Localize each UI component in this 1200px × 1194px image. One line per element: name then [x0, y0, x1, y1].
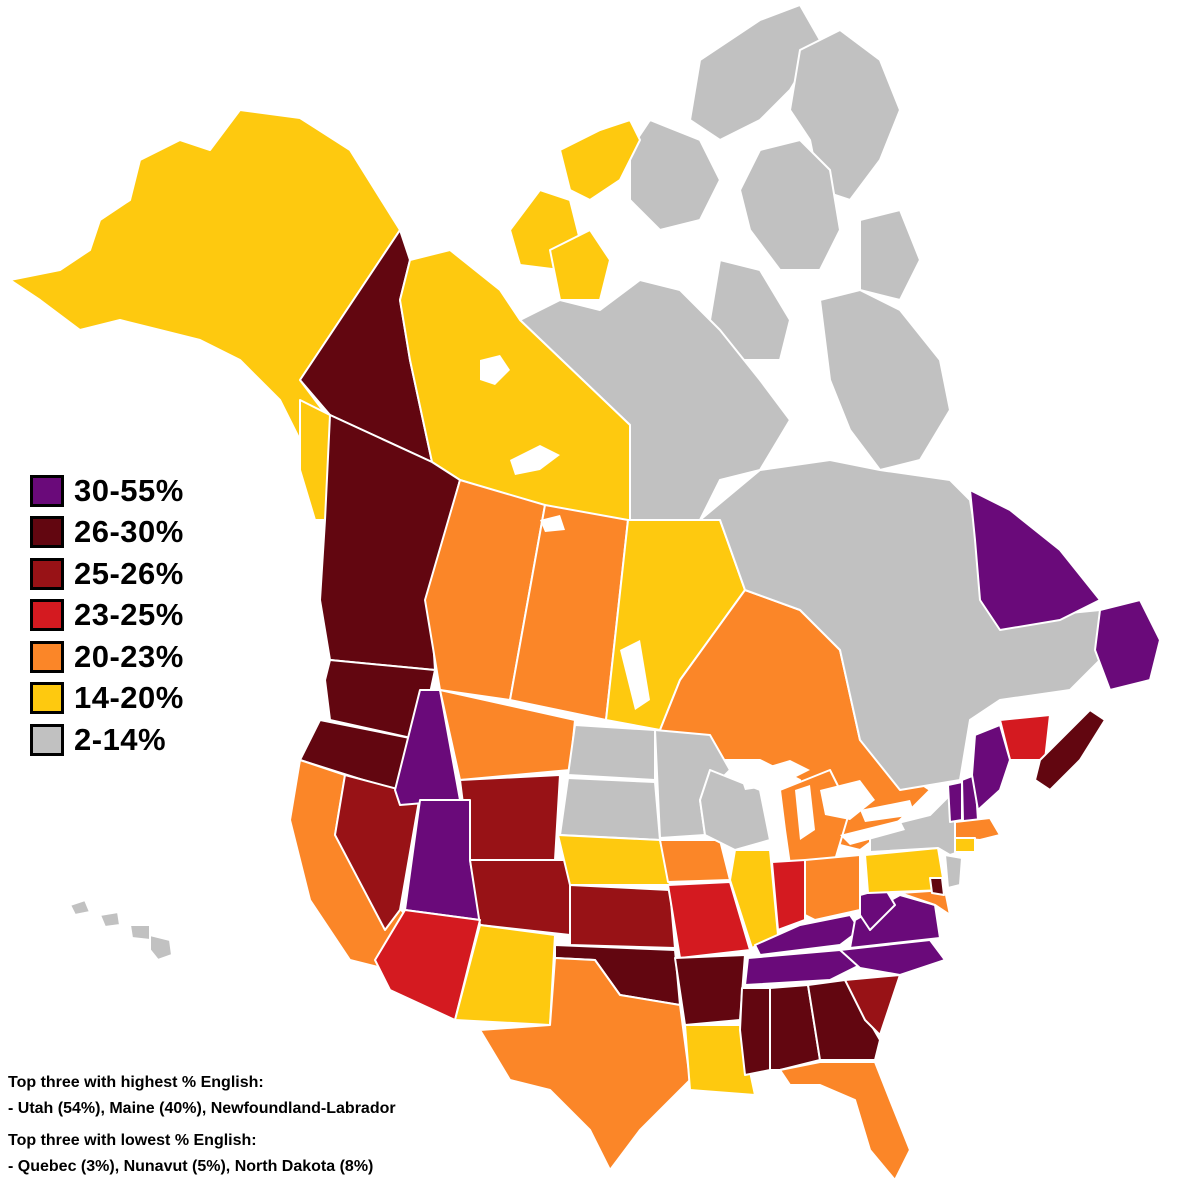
highest-heading: Top three with highest % English: [8, 1074, 264, 1091]
region-nwt-islands [509, 119, 641, 301]
region-colorado [469, 859, 571, 936]
legend-item-25-26: 25-26% [30, 553, 184, 595]
legend-item-20-23: 20-23% [30, 636, 184, 678]
great-lakes [480, 355, 915, 845]
region-alberta [424, 479, 546, 701]
legend-swatch [30, 599, 64, 632]
notes: Top three with highest % English: - Utah… [8, 1070, 396, 1180]
region-louisiana [684, 1024, 756, 1096]
legend-label: 14-20% [74, 680, 184, 716]
region-vermont [947, 781, 963, 823]
region-florida [779, 1061, 911, 1181]
region-texas [479, 957, 691, 1171]
legend-item-23-25: 23-25% [30, 595, 184, 637]
legend-swatch [30, 723, 64, 756]
region-maryland [899, 889, 951, 916]
region-arizona [374, 909, 481, 1021]
region-nebraska [557, 834, 671, 886]
region-newfoundland-labrador [969, 489, 1101, 631]
region-kansas [569, 884, 676, 949]
legend-label: 23-25% [74, 597, 184, 633]
legend-label: 2-14% [74, 721, 167, 757]
region-ohio [804, 854, 861, 921]
region-massachusetts [954, 817, 1001, 841]
legend-swatch [30, 474, 64, 507]
highest-list: - Utah (54%), Maine (40%), Newfoundland-… [8, 1100, 396, 1117]
legend-label: 26-30% [74, 514, 184, 550]
region-delaware [929, 877, 945, 896]
lowest-list: - Quebec (3%), Nunavut (5%), North Dakot… [8, 1158, 374, 1175]
lowest-heading: Top three with lowest % English: [8, 1132, 257, 1149]
legend-label: 25-26% [74, 555, 184, 591]
region-mississippi [739, 987, 771, 1076]
region-arkansas [674, 954, 746, 1026]
region-nova-scotia [1034, 709, 1106, 791]
region-south-carolina [844, 974, 901, 1036]
region-connecticut [954, 837, 976, 853]
region-newfoundland-island [1094, 599, 1161, 691]
region-maine [971, 724, 1011, 811]
region-hawaii [69, 899, 173, 961]
region-south-dakota [559, 777, 661, 841]
region-quebec [699, 459, 1111, 791]
region-wyoming [459, 774, 561, 861]
region-indiana [771, 859, 806, 931]
region-tennessee [744, 949, 861, 986]
region-alaska-panhandle [299, 399, 331, 521]
region-nunavut-islands [629, 4, 951, 471]
legend-swatch [30, 516, 64, 549]
legend-item-2-14: 2-14% [30, 719, 184, 761]
legend: 30-55% 26-30% 25-26% 23-25% 20-23% 14-20… [30, 470, 184, 761]
legend-item-26-30: 26-30% [30, 512, 184, 554]
region-new-jersey [944, 854, 963, 889]
region-missouri [667, 881, 751, 959]
legend-item-14-20: 14-20% [30, 678, 184, 720]
legend-label: 30-55% [74, 472, 184, 508]
legend-swatch [30, 557, 64, 590]
region-north-dakota [567, 724, 656, 781]
legend-swatch [30, 640, 64, 673]
region-georgia [807, 979, 881, 1061]
region-iowa [659, 839, 731, 883]
legend-label: 20-23% [74, 638, 184, 674]
legend-swatch [30, 682, 64, 715]
legend-item-30-55: 30-55% [30, 470, 184, 512]
